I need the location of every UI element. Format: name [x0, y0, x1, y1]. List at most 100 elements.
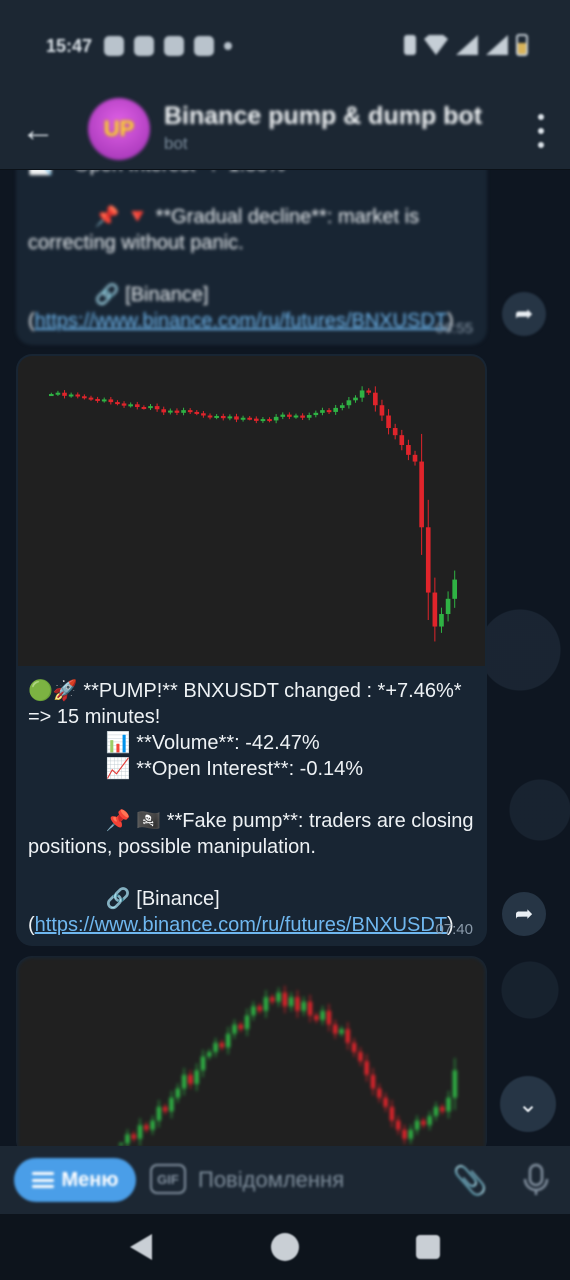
candle	[339, 405, 345, 408]
candle	[433, 1106, 439, 1116]
candle	[301, 1001, 306, 1011]
nav-back-icon[interactable]	[130, 1234, 152, 1260]
candle	[273, 416, 279, 421]
candle	[238, 1024, 243, 1030]
candle	[75, 394, 81, 397]
candle	[48, 394, 54, 397]
candle	[225, 1033, 231, 1048]
forward-button[interactable]: ➦	[502, 892, 546, 936]
candle	[353, 397, 358, 401]
message-bubble[interactable]	[16, 956, 487, 1146]
candle	[364, 1061, 369, 1075]
candle	[313, 412, 319, 416]
candle	[150, 1120, 155, 1130]
candle	[161, 409, 167, 413]
more-notifications-icon	[224, 42, 232, 50]
message-text: 📉 **Open Interest**: -1.38% 📌 🔻 **Gradua…	[28, 170, 454, 332]
candle	[345, 1029, 351, 1043]
candle	[181, 1074, 187, 1089]
candle	[326, 1010, 332, 1025]
message-bubble[interactable]: 🟢🚀 **PUMP!** BNXUSDT changed : *+7.46%* …	[16, 354, 487, 946]
back-button[interactable]: ←	[18, 111, 58, 149]
candle	[373, 392, 378, 406]
candle	[306, 415, 312, 418]
more-vertical-icon[interactable]	[536, 114, 546, 148]
candle	[440, 1106, 445, 1112]
message-text: 🟢🚀 **PUMP!** BNXUSDT changed : *+7.46%* …	[28, 680, 474, 936]
candle	[386, 415, 391, 429]
message-bubble[interactable]: 📉 **Open Interest**: -1.38% 📌 🔻 **Gradua…	[16, 170, 487, 345]
gallery-icon	[164, 36, 184, 56]
candle	[101, 399, 107, 402]
candle	[320, 1010, 325, 1020]
candle	[188, 1074, 193, 1084]
candle	[432, 592, 438, 627]
candle	[118, 1143, 124, 1146]
candle	[253, 418, 259, 421]
candle	[232, 1024, 237, 1034]
candle	[181, 410, 186, 413]
gif-icon[interactable]: GIF	[150, 1164, 186, 1194]
nav-recents-icon[interactable]	[416, 1235, 440, 1259]
bot-menu-label: Меню	[61, 1168, 119, 1191]
status-bar: 15:47	[0, 0, 570, 92]
candle	[141, 407, 147, 410]
chat-notification-icon	[104, 36, 124, 56]
candlestick-chart	[48, 386, 458, 642]
nav-home-icon[interactable]	[271, 1233, 299, 1261]
candle	[220, 415, 226, 419]
forward-button[interactable]: ➦	[502, 292, 546, 336]
candle	[370, 1074, 376, 1089]
candle	[174, 410, 180, 413]
candle	[247, 417, 253, 420]
avatar[interactable]: UP	[88, 98, 150, 160]
microphone-icon[interactable]	[518, 1162, 554, 1198]
candle	[163, 1106, 168, 1112]
candle	[320, 410, 325, 413]
paperclip-icon[interactable]: 📎	[452, 1164, 488, 1196]
candle	[412, 454, 418, 462]
candle	[408, 1129, 413, 1139]
message-time: 07:40	[435, 921, 473, 938]
candle	[446, 1097, 451, 1112]
candle	[128, 404, 133, 407]
forward-icon: ➦	[514, 901, 534, 926]
message-input[interactable]	[198, 1160, 438, 1200]
chat-title[interactable]: Binance pump & dump bot	[164, 102, 483, 130]
message-link[interactable]: https://www.binance.com/ru/futures/BNXUS…	[34, 310, 448, 332]
candle	[219, 1042, 225, 1048]
candle	[62, 392, 67, 396]
candle	[214, 415, 219, 418]
candlestick-chart-image[interactable]	[18, 356, 485, 666]
candle	[445, 598, 451, 615]
candle	[425, 527, 431, 593]
candle	[293, 415, 299, 418]
candle	[307, 1001, 313, 1016]
chat-area[interactable]: 📉 **Open Interest**: -1.38% 📌 🔻 **Gradua…	[0, 170, 570, 1146]
message-link[interactable]: https://www.binance.com/ru/futures/BNXUS…	[34, 914, 448, 936]
candle	[137, 1125, 143, 1139]
candle	[244, 1015, 250, 1030]
candle	[187, 410, 193, 413]
candle	[276, 992, 281, 1002]
status-time: 15:47	[46, 36, 93, 56]
candle	[267, 419, 272, 422]
candle	[414, 1120, 420, 1130]
candle	[427, 1116, 432, 1126]
candlestick-chart-image[interactable]	[18, 958, 485, 1146]
candle	[287, 414, 292, 417]
candle	[358, 1052, 363, 1062]
chevron-down-icon: ⌄	[517, 1090, 539, 1118]
candle	[234, 416, 239, 420]
bot-menu-button[interactable]: Меню	[14, 1158, 136, 1202]
candle	[131, 1134, 136, 1139]
candle	[339, 1029, 344, 1034]
candle	[240, 417, 246, 420]
candle	[251, 1006, 256, 1016]
candle	[346, 400, 352, 406]
avatar-text: UP	[103, 116, 135, 141]
scroll-down-button[interactable]: ⌄	[500, 1076, 556, 1132]
notification-icons	[104, 36, 232, 56]
candle	[156, 1106, 162, 1121]
candle	[333, 407, 338, 412]
